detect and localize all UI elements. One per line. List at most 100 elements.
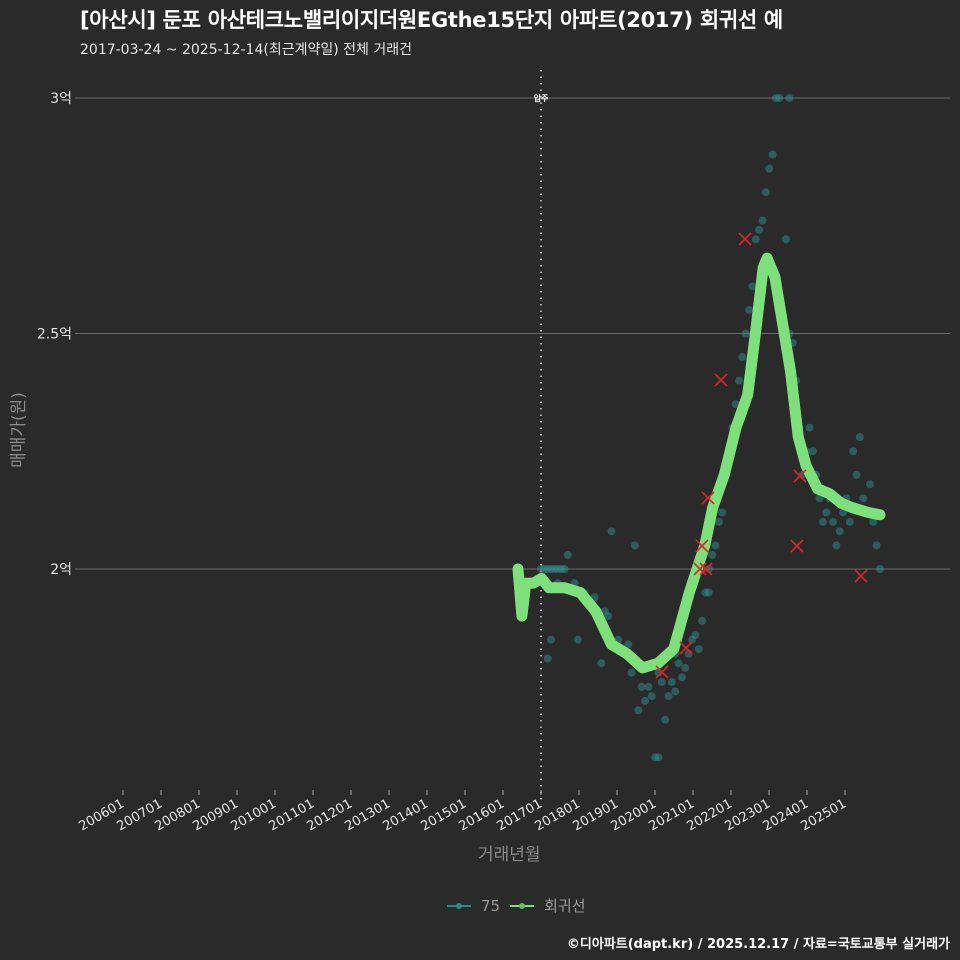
scatter-point	[560, 565, 569, 573]
scatter-point	[647, 692, 656, 701]
scatter-point	[563, 550, 572, 559]
outlier-marker-icon	[790, 539, 804, 553]
scatter-point	[855, 433, 864, 442]
x-axis-label: 거래년월	[478, 845, 541, 865]
regression-line	[512, 252, 886, 674]
scatter-point	[869, 517, 878, 526]
scatter-point	[718, 508, 727, 517]
scatter-point	[805, 423, 814, 432]
scatter-point	[785, 94, 794, 102]
scatter-point	[704, 588, 713, 597]
legend-label-regression: 회귀선	[544, 897, 586, 915]
scatter-point	[758, 216, 767, 225]
scatter-point	[876, 565, 884, 573]
outlier-marker-icon	[693, 562, 707, 576]
scatter-points	[537, 94, 884, 762]
outlier-marker-icon	[695, 539, 709, 553]
scatter-point	[557, 565, 566, 573]
scatter-point	[711, 541, 720, 550]
scatter-point	[782, 235, 791, 244]
scatter-point	[845, 517, 854, 526]
scatter-point	[822, 508, 831, 517]
source-caption: ©디아파트(dapt.kr) / 2025.12.17 / 자료=국토교통부 실…	[566, 937, 950, 952]
scatter-point	[607, 527, 616, 536]
scatter-point	[741, 329, 750, 338]
scatter-point	[745, 305, 754, 314]
scatter-point	[775, 94, 784, 102]
legend-label-75: 75	[481, 896, 501, 915]
scatter-point	[630, 541, 639, 550]
legend-item-regression[interactable]: 회귀선	[510, 895, 586, 916]
outlier-marker-icon	[714, 373, 728, 387]
scatter-point	[543, 565, 552, 573]
scatter-point	[701, 588, 710, 597]
scatter-point	[808, 447, 817, 456]
scatter-point	[738, 353, 747, 362]
scatter-point	[714, 517, 723, 526]
scatter-point	[644, 682, 653, 691]
y-axis-ticks: 3억 2.5억 2억	[37, 91, 80, 578]
scatter-point	[573, 635, 582, 644]
regression-line-path	[512, 252, 886, 674]
scatter-point	[852, 470, 861, 479]
scatter-point	[547, 565, 556, 573]
scatter-point	[657, 678, 666, 687]
y-tick-label: 3억	[50, 91, 72, 107]
scatter-point	[771, 94, 780, 102]
scatter-point	[751, 235, 760, 244]
legend-key-line-icon	[510, 901, 535, 911]
chart-subtitle: 2017-03-24 ~ 2025-12-14(최근계약일) 전체 거래건	[80, 42, 412, 58]
scatter-point	[755, 225, 764, 234]
outlier-marker-icon	[699, 562, 713, 576]
scatter-point	[818, 517, 827, 526]
scatter-point	[671, 687, 680, 696]
scatter-point	[540, 565, 549, 573]
scatter-point	[637, 682, 646, 691]
outlier-marker-icon	[701, 491, 715, 505]
scatter-point	[674, 659, 683, 668]
scatter-point	[537, 565, 545, 573]
scatter-point	[688, 635, 697, 644]
scatter-point	[829, 517, 838, 526]
outlier-markers	[655, 232, 868, 679]
legend-key-scatter-icon	[447, 901, 471, 911]
scatter-point	[735, 376, 744, 385]
scatter-point	[664, 692, 673, 701]
scatter-point	[761, 188, 770, 197]
scatter-point	[547, 635, 556, 644]
scatter-point	[641, 696, 650, 705]
y-tick-label: 2억	[50, 562, 72, 578]
scatter-point	[698, 616, 707, 625]
legend-item-75[interactable]: 75	[447, 897, 500, 915]
outlier-marker-icon	[793, 469, 807, 483]
move-in-label: 입주	[534, 93, 549, 103]
scatter-point	[708, 550, 717, 559]
scatter-point	[667, 678, 676, 687]
scatter-point	[677, 673, 686, 682]
scatter-point	[872, 541, 881, 550]
scatter-point	[691, 630, 700, 639]
scatter-point	[634, 706, 643, 715]
scatter-point	[681, 663, 690, 672]
scatter-point	[550, 565, 559, 573]
scatter-point	[627, 668, 636, 677]
outlier-marker-icon	[679, 641, 693, 655]
scatter-point	[624, 640, 633, 649]
scatter-point	[704, 565, 713, 573]
scatter-point	[597, 659, 606, 668]
y-axis-label: 매매가(원)	[9, 392, 29, 468]
scatter-point	[859, 494, 868, 503]
scatter-point	[543, 654, 552, 663]
scatter-point	[849, 447, 858, 456]
scatter-point	[604, 612, 613, 621]
scatter-point	[553, 565, 562, 573]
outlier-marker-icon	[655, 665, 669, 679]
scatter-point	[661, 715, 670, 724]
scatter-point	[748, 282, 757, 291]
move-in-annotation: 입주	[534, 70, 549, 800]
scatter-point	[694, 645, 703, 654]
scatter-point	[832, 541, 841, 550]
legend: 75 회귀선	[447, 895, 586, 916]
scatter-point	[731, 400, 740, 409]
